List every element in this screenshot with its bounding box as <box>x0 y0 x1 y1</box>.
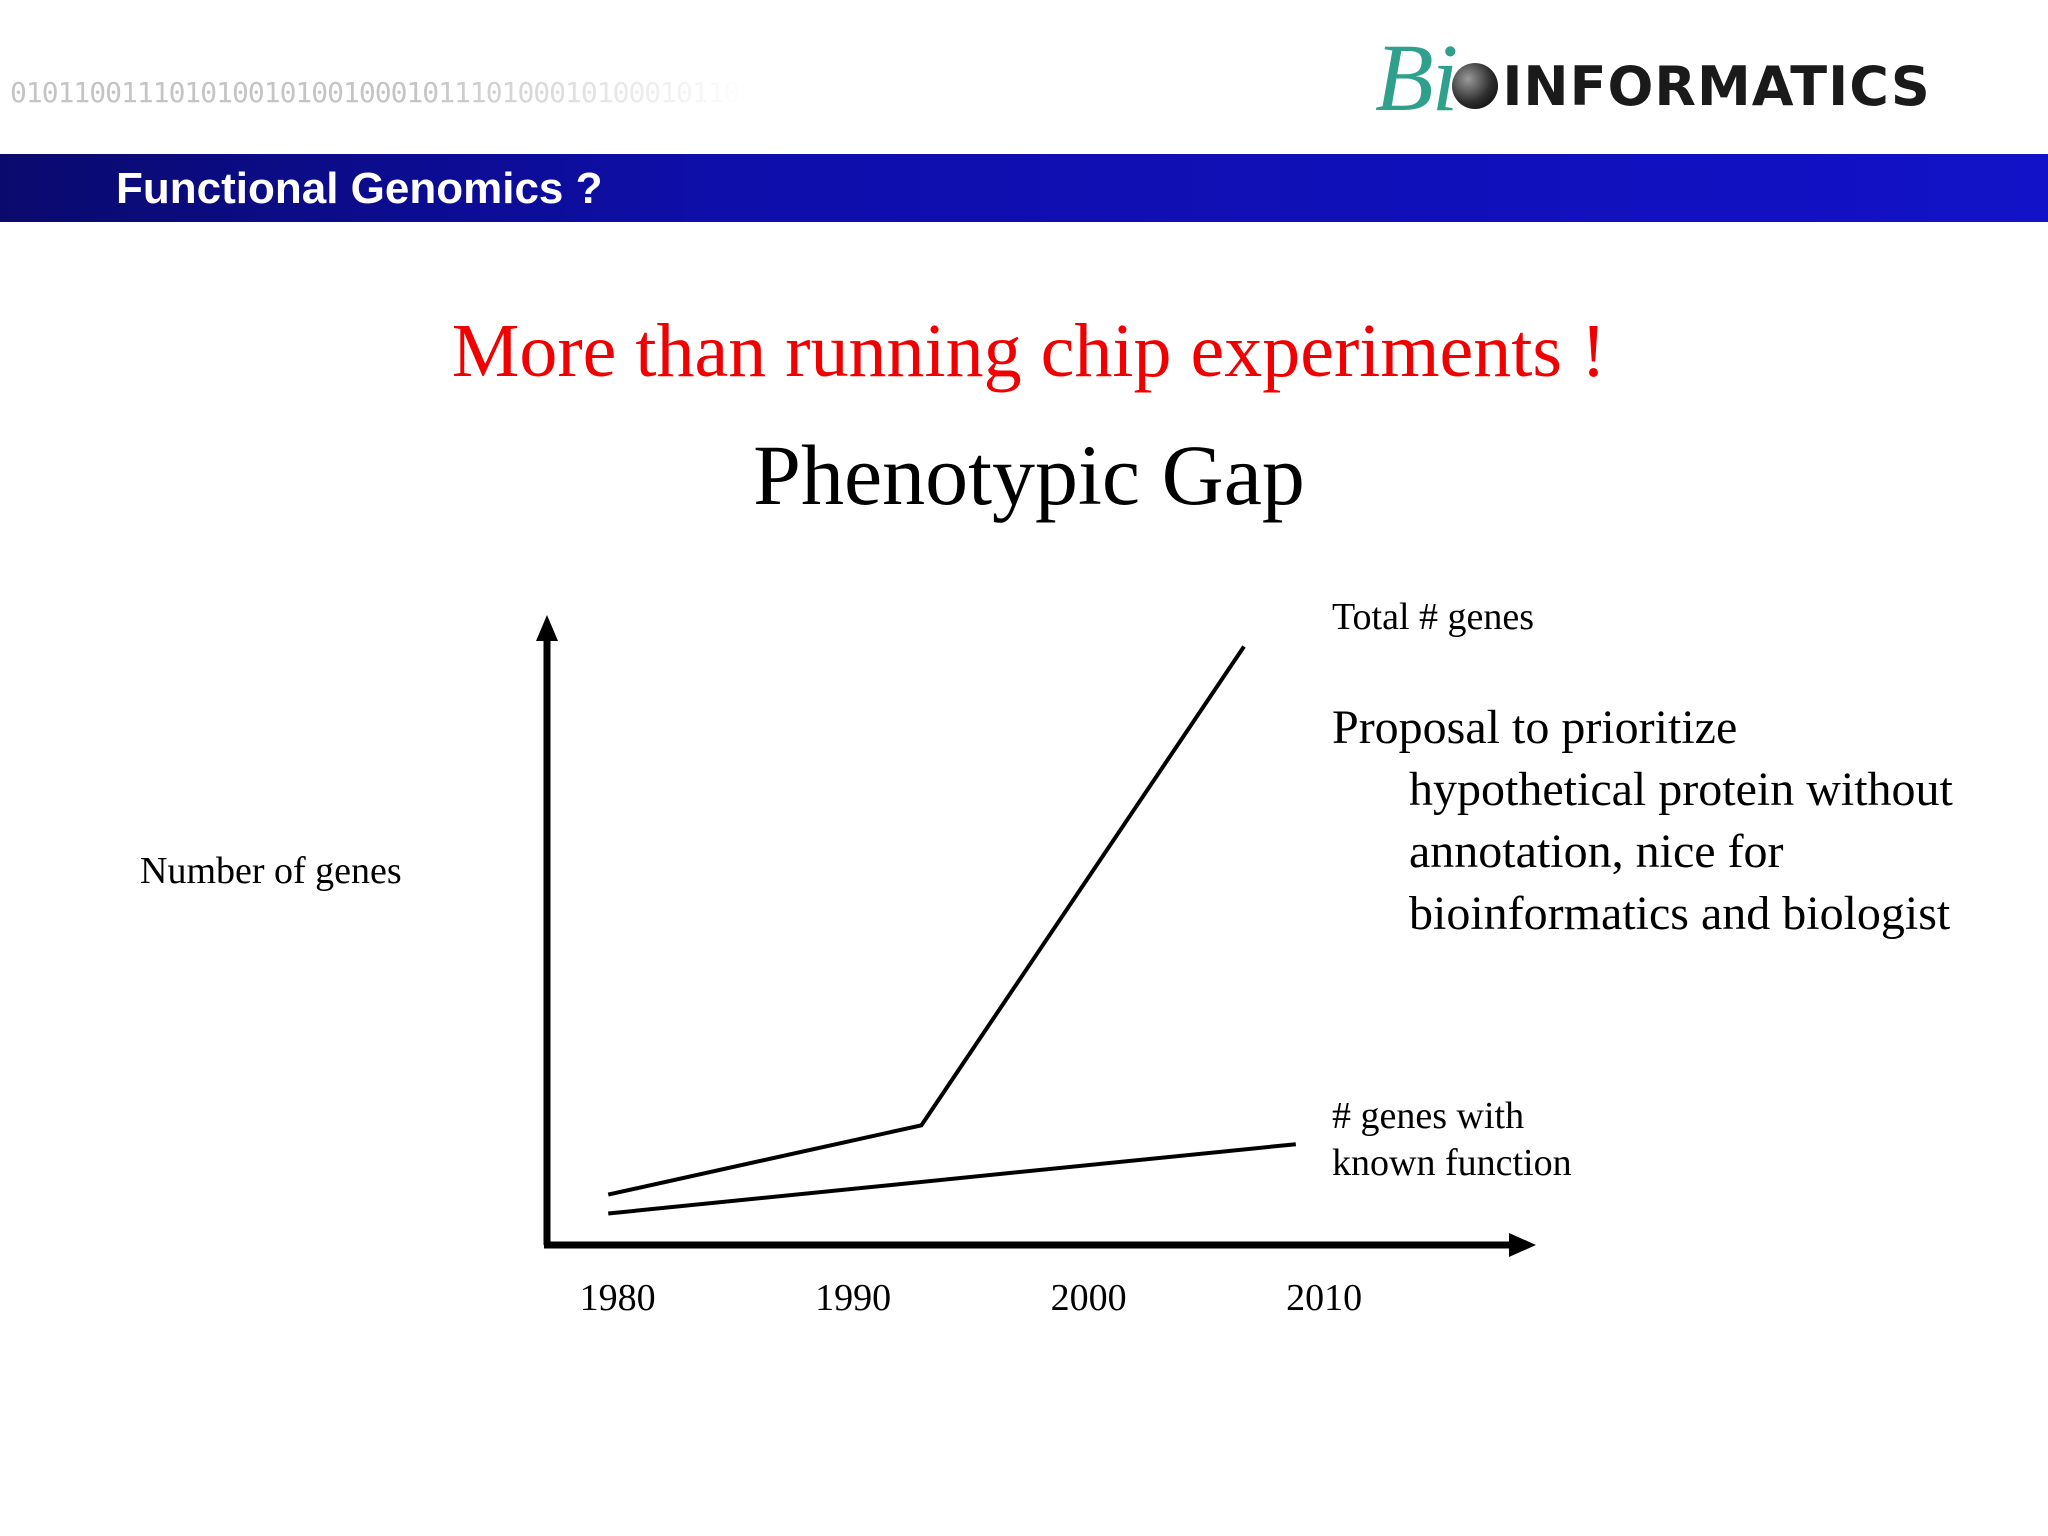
y-axis-arrowhead <box>536 615 558 641</box>
binary-pattern: 0101100111010100101001000101110100010100… <box>10 8 750 146</box>
known-function-label: known function <box>1332 1142 1572 1184</box>
series-labels: Total # genes # genes with known function <box>1332 596 1572 1184</box>
total-genes-label: Total # genes <box>1332 596 1534 638</box>
x-axis-arrowhead <box>1509 1233 1536 1257</box>
known-function-label: # genes with <box>1332 1095 1524 1137</box>
proposal-rest: hypothetical protein without annotation,… <box>1409 763 1953 940</box>
proposal-text: Proposal to prioritize hypothetical prot… <box>1332 697 2012 945</box>
x-tick-labels: 1980 1990 2000 2010 <box>580 1277 1362 1319</box>
proposal-first-line: Proposal to prioritize <box>1332 701 1738 754</box>
slide-title: Phenotypic Gap <box>753 427 1305 523</box>
title-banner: Functional Genomics ? <box>0 154 2048 222</box>
banner-title: Functional Genomics ? <box>116 164 603 213</box>
sphere-icon <box>1452 63 1499 109</box>
logo-informatics-text: INFORMATICS <box>1502 54 1931 118</box>
x-tick-label: 2010 <box>1286 1277 1362 1319</box>
y-axis-label: Number of genes <box>140 850 402 892</box>
logo-bi-text: Bi <box>1375 24 1458 131</box>
x-tick-label: 2000 <box>1051 1277 1127 1319</box>
slide-subtitle: More than running chip experiments ! <box>451 309 1607 393</box>
header: 0101100111010100101001000101110100010100… <box>0 0 2048 154</box>
known-function-line <box>608 1142 1297 1216</box>
x-tick-label: 1980 <box>580 1277 656 1319</box>
total-genes-line <box>607 645 1246 1197</box>
x-tick-label: 1990 <box>815 1277 891 1319</box>
bioinformatics-logo: Bi INFORMATICS <box>1375 28 2025 128</box>
series-lines <box>607 645 1297 1216</box>
